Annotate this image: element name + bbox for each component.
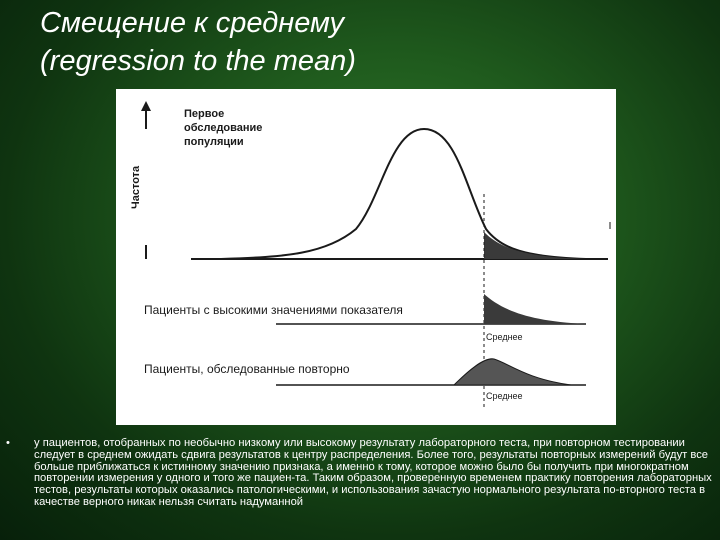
- high-patients-label: Пациенты с высокими значениями показател…: [144, 303, 403, 317]
- slide-title-line-1: Смещение к среднему: [40, 7, 345, 39]
- figure-drawing: [141, 101, 611, 409]
- retested-distribution: [452, 358, 572, 386]
- first-exam-label: Первое обследование популяции: [184, 107, 262, 149]
- mean-label-1: Среднее: [486, 332, 523, 342]
- first-exam-line-1: Первое: [184, 108, 225, 120]
- y-axis-label: Частота: [130, 165, 142, 209]
- slide-title-line-2: (regression to the mean): [40, 45, 356, 77]
- bullet-text: у пациентов, отобранных по необычно низк…: [34, 437, 712, 508]
- high-patients-distribution: [484, 294, 586, 324]
- retested-label: Пациенты, обследованные повторно: [144, 362, 350, 376]
- regression-figure: Первое обследование популяции Частота Па…: [116, 89, 616, 425]
- population-bell-curve: [220, 127, 587, 260]
- mean-label-2: Среднее: [486, 391, 523, 401]
- population-tail-shade: [484, 232, 586, 259]
- body-bullet: • у пациентов, отобранных по необычно ни…: [6, 437, 714, 509]
- slide-title: Смещение к среднему (regression to the m…: [40, 4, 680, 80]
- first-exam-line-3: популяции: [184, 136, 244, 148]
- bullet-icon: •: [6, 437, 10, 449]
- y-axis-arrow-head: [141, 101, 151, 111]
- first-exam-line-2: обследование: [184, 122, 263, 134]
